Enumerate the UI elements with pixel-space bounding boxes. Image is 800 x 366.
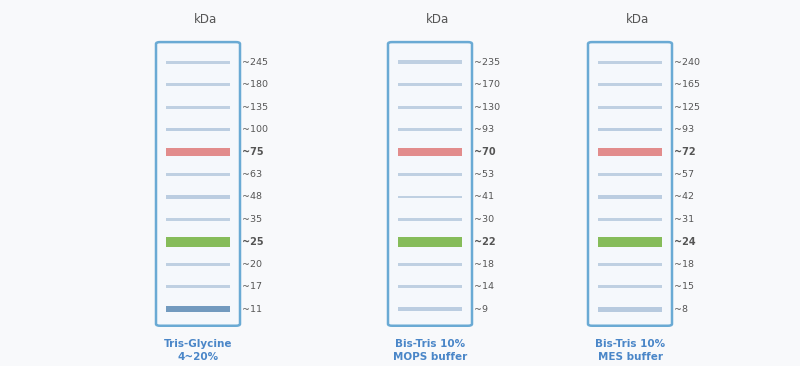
Text: ~245: ~245 [242, 58, 267, 67]
Text: ~170: ~170 [474, 80, 499, 89]
Text: kDa: kDa [194, 12, 218, 26]
Bar [166, 218, 230, 221]
Text: ~41: ~41 [474, 193, 494, 201]
FancyBboxPatch shape [588, 42, 672, 326]
Bar [398, 195, 462, 198]
Text: ~235: ~235 [474, 58, 500, 67]
Bar [166, 195, 230, 199]
Text: ~24: ~24 [674, 237, 695, 247]
Text: ~93: ~93 [674, 125, 694, 134]
Bar [598, 61, 662, 64]
Text: ~125: ~125 [674, 102, 699, 112]
Text: ~180: ~180 [242, 80, 267, 89]
Bar [598, 173, 662, 176]
Text: Bis-Tris 10%
MOPS buffer: Bis-Tris 10% MOPS buffer [393, 339, 467, 362]
Bar [598, 263, 662, 266]
Text: Tris-Glycine
4~20%: Tris-Glycine 4~20% [164, 339, 232, 362]
Bar [598, 128, 662, 131]
FancyBboxPatch shape [388, 42, 472, 326]
Text: ~22: ~22 [474, 237, 495, 247]
Text: ~14: ~14 [474, 282, 494, 291]
Text: ~63: ~63 [242, 170, 262, 179]
Text: ~18: ~18 [474, 260, 494, 269]
Bar [598, 106, 662, 109]
Bar [398, 237, 462, 247]
Text: ~165: ~165 [674, 80, 699, 89]
Bar [166, 306, 230, 312]
Text: ~15: ~15 [674, 282, 694, 291]
Text: ~53: ~53 [474, 170, 494, 179]
Bar [598, 83, 662, 86]
Bar [166, 237, 230, 247]
Bar [398, 148, 462, 156]
Text: ~18: ~18 [674, 260, 694, 269]
Text: ~48: ~48 [242, 193, 262, 201]
Bar [398, 218, 462, 221]
Text: ~42: ~42 [674, 193, 694, 201]
Bar [598, 307, 662, 312]
Bar [166, 173, 230, 176]
Bar [598, 237, 662, 247]
Bar [398, 173, 462, 176]
Text: ~30: ~30 [474, 215, 494, 224]
Text: ~11: ~11 [242, 305, 262, 314]
Bar [166, 148, 230, 156]
Bar [398, 106, 462, 109]
Text: ~35: ~35 [242, 215, 262, 224]
Text: ~100: ~100 [242, 125, 267, 134]
Bar [398, 60, 462, 64]
Text: Bis-Tris 10%
MES buffer: Bis-Tris 10% MES buffer [595, 339, 665, 362]
Text: ~17: ~17 [242, 282, 262, 291]
Text: ~9: ~9 [474, 305, 487, 314]
Text: ~25: ~25 [242, 237, 263, 247]
Bar [598, 218, 662, 221]
FancyBboxPatch shape [156, 42, 240, 326]
Bar [166, 128, 230, 131]
Text: kDa: kDa [426, 12, 450, 26]
Text: ~93: ~93 [474, 125, 494, 134]
Bar [166, 263, 230, 266]
Text: ~72: ~72 [674, 147, 695, 157]
Bar [398, 307, 462, 311]
Bar [166, 83, 230, 86]
Text: kDa: kDa [626, 12, 650, 26]
Text: ~240: ~240 [674, 58, 699, 67]
Text: ~57: ~57 [674, 170, 694, 179]
Text: ~20: ~20 [242, 260, 262, 269]
Text: ~8: ~8 [674, 305, 688, 314]
Bar [598, 285, 662, 288]
Bar [166, 106, 230, 109]
Text: ~75: ~75 [242, 147, 263, 157]
Bar [398, 83, 462, 86]
Bar [398, 263, 462, 266]
Bar [598, 148, 662, 156]
Bar [398, 128, 462, 131]
Text: ~70: ~70 [474, 147, 495, 157]
Bar [598, 195, 662, 199]
Bar [166, 285, 230, 288]
Text: ~31: ~31 [674, 215, 694, 224]
Text: ~135: ~135 [242, 102, 268, 112]
Bar [398, 285, 462, 288]
Text: ~130: ~130 [474, 102, 500, 112]
Bar [166, 61, 230, 64]
